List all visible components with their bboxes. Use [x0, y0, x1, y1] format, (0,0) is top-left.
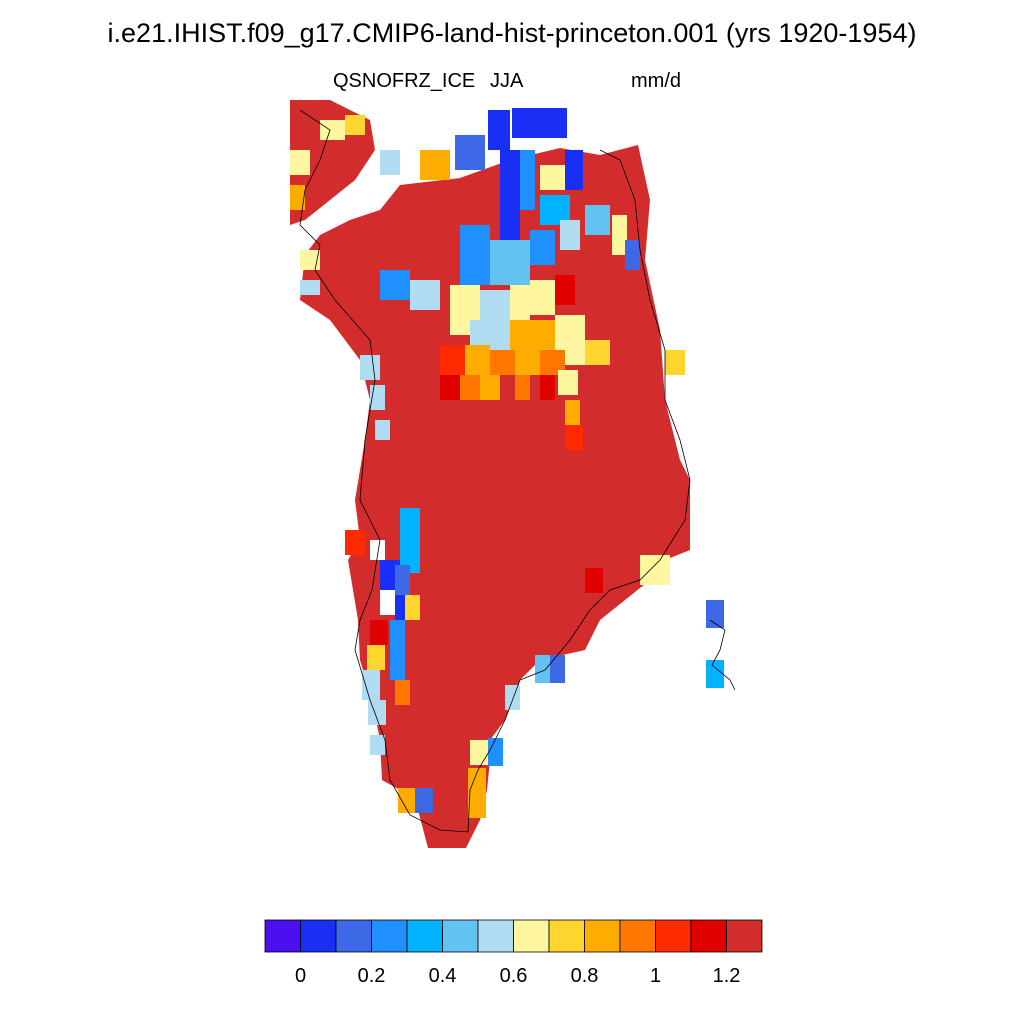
colorbar-swatch — [477, 919, 514, 953]
colorbar-tick-label: 0 — [295, 965, 306, 987]
colorbar-tick-label: 1 — [650, 965, 661, 987]
colorbar-tick-label: 1.2 — [713, 965, 741, 987]
colorbar-swatch — [655, 919, 692, 953]
colorbar-swatch — [406, 919, 443, 953]
colorbar-swatch — [548, 919, 585, 953]
colorbar-swatch — [264, 919, 301, 953]
colorbar-swatch — [442, 919, 479, 953]
colorbar-tick-label: 0.2 — [358, 965, 386, 987]
plot-title: i.e21.IHIST.f09_g17.CMIP6-land-hist-prin… — [107, 18, 917, 48]
season-label: JJA — [490, 70, 524, 92]
colorbar-tick-label: 0.8 — [571, 965, 599, 987]
colorbar-swatch — [335, 919, 372, 953]
colorbar-swatch — [619, 919, 656, 953]
colorbar-tick-label: 0.6 — [500, 965, 528, 987]
units-label: mm/d — [631, 70, 681, 92]
colorbar-swatch — [371, 919, 408, 953]
coastline-east-islands — [709, 619, 736, 691]
colorbar-swatch — [726, 919, 763, 953]
colorbar-swatch — [300, 919, 337, 953]
colorbar-swatch — [513, 919, 550, 953]
colorbar-swatch — [584, 919, 621, 953]
colorbar-swatch — [690, 919, 727, 953]
coastline — [299, 109, 691, 833]
variable-label: QSNOFRZ_ICE — [333, 70, 476, 92]
colorbar-tick-label: 0.4 — [429, 965, 457, 987]
